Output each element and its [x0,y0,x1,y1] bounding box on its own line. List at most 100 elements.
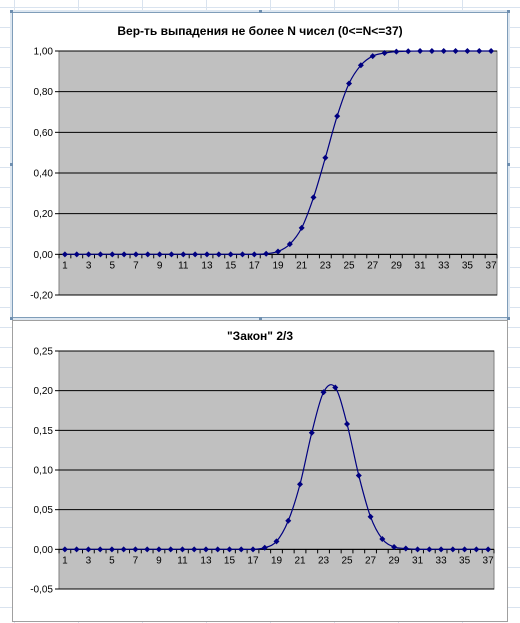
x-tick-label: 11 [177,555,188,566]
data-point [97,251,104,258]
chart-1-svg: Вер-ть выпадения не более N чисел (0<=N<… [30,24,498,302]
y-tick-label: 0,00 [34,545,54,556]
data-point [191,546,198,553]
resize-handle[interactable] [10,10,13,13]
data-point [357,62,364,69]
data-point [73,251,80,258]
resize-handle[interactable] [259,317,262,320]
data-point [202,546,209,553]
x-tick-label: 3 [86,260,92,271]
data-point [215,251,222,258]
chart-probability-cumulative[interactable]: Вер-ть выпадения не более N чисел (0<=N<… [10,10,510,320]
x-tick-label: 15 [225,260,237,271]
data-point [461,546,468,553]
x-tick-label: 35 [459,555,471,566]
data-point [180,251,187,258]
x-tick-label: 33 [438,260,450,271]
data-point [452,48,459,54]
data-point [85,251,92,258]
resize-handle[interactable] [259,10,262,13]
data-point [226,546,233,553]
data-point [273,538,280,545]
data-point [167,546,174,553]
y-tick-label: 0,60 [34,128,54,139]
x-tick-label: 31 [414,260,426,271]
data-point [402,545,409,552]
data-point [332,384,339,391]
x-tick-label: 31 [412,555,424,566]
data-point [286,241,293,248]
x-tick-label: 33 [436,555,448,566]
x-tick-label: 11 [178,260,189,271]
data-point [192,251,199,258]
data-point [369,53,376,60]
x-tick-label: 17 [247,555,259,566]
data-point [320,389,327,396]
data-point [239,251,246,258]
x-tick-label: 17 [249,260,261,271]
data-point [168,251,175,258]
x-tick-label: 1 [62,555,68,566]
x-tick-label: 5 [109,555,115,566]
data-point [367,513,374,520]
data-point [144,546,151,553]
data-point [344,420,351,427]
data-point [414,546,421,553]
x-tick-label: 7 [133,555,139,566]
x-tick-label: 29 [389,555,401,566]
data-point [298,224,305,231]
data-point [249,546,256,553]
data-point [261,544,268,551]
x-tick-label: 13 [200,555,212,566]
x-tick-label: 1 [62,260,68,271]
data-point [285,517,292,524]
resize-handle[interactable] [507,317,510,320]
data-point [85,546,92,553]
data-point [108,546,115,553]
data-point [393,48,400,55]
data-point [476,48,483,54]
x-tick-label: 5 [109,260,115,271]
x-tick-label: 35 [462,260,474,271]
x-tick-label: 13 [201,260,213,271]
data-point [203,251,210,258]
chart-2-svg: "Закон" 2/3 0,25 0,20 0,15 0,10 0,05 0,00 -0,05… [30,329,495,596]
data-point [179,546,186,553]
resize-handle[interactable] [10,163,13,166]
x-tick-label: 27 [365,555,377,566]
x-tick-label: 19 [272,260,284,271]
x-tick-label: 21 [294,555,306,566]
y-tick-label: -0,20 [30,291,53,302]
x-tick-label: 27 [367,260,379,271]
y-tick-label: 0,15 [34,426,54,437]
data-point [297,481,304,488]
data-point [251,251,258,258]
chart-law-two-thirds[interactable]: "Закон" 2/3 0,25 0,20 0,15 0,10 0,05 0,00 -0,05… [12,320,508,622]
y-tick-label: 1,00 [34,47,54,58]
y-tick-label: 0,25 [34,347,54,358]
x-tick-label: 15 [224,555,236,566]
data-point [238,546,245,553]
data-point [346,80,353,87]
data-point [417,48,424,54]
x-tick-label: 25 [343,260,355,271]
data-point [449,546,456,553]
x-tick-label: 9 [157,260,163,271]
data-point [132,251,139,258]
y-tick-label: 0,40 [34,169,54,180]
x-tick-label: 37 [483,555,495,566]
data-point [438,546,445,553]
x-tick-label: 29 [391,260,403,271]
resize-handle[interactable] [10,317,13,320]
data-point [97,546,104,553]
data-point [155,546,162,553]
resize-handle[interactable] [507,163,510,166]
resize-handle[interactable] [507,10,510,13]
data-point [121,251,128,258]
data-point [214,546,221,553]
x-tick-label: 19 [271,555,283,566]
y-tick-label: 0,00 [34,250,54,261]
y-tick-label: 0,10 [34,466,54,477]
data-point [381,50,388,57]
data-point [379,536,386,543]
